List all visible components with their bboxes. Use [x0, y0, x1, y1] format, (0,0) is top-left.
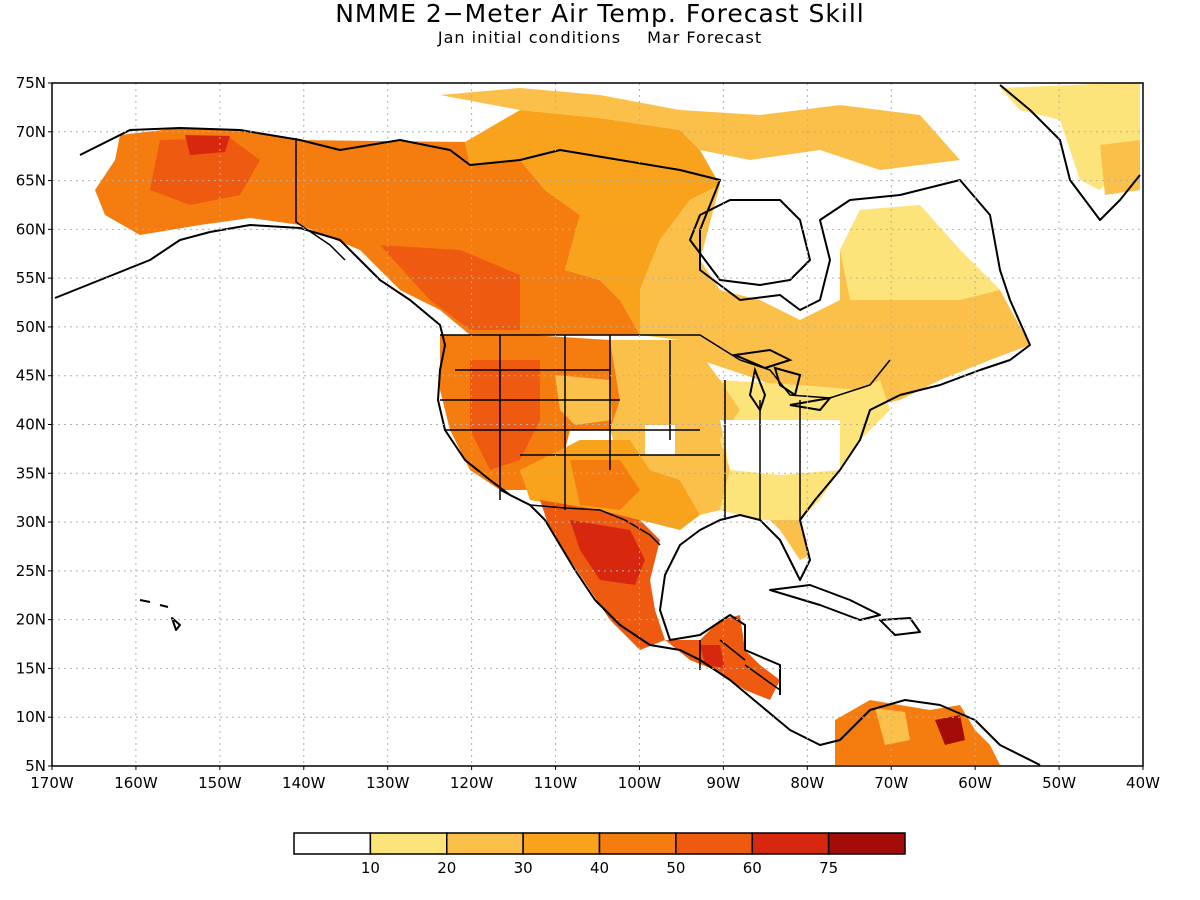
lat-tick-label: 40N: [16, 416, 46, 434]
lat-tick-label: 10N: [16, 708, 46, 726]
skill-region-texas: [570, 460, 640, 510]
lake-superior: [731, 348, 793, 370]
latitude-labels: 75N 70N 65N 60N 55N 50N 45N 40N 35N 30N 25N 20N 15N 1…: [16, 74, 52, 775]
skill-region-mexico-core: [570, 520, 645, 585]
lat-tick-label: 15N: [16, 659, 46, 677]
lon-tick-label: 170W: [30, 774, 74, 792]
lake-michigan: [748, 366, 767, 413]
colorbar-label: 40: [590, 859, 609, 877]
skill-region-labrador: [840, 205, 1000, 300]
lat-tick-label: 70N: [16, 123, 46, 141]
border-us-mexico: [499, 489, 661, 546]
great-lakes: [731, 348, 833, 413]
subtitle-initial-conditions: Jan initial conditions: [437, 28, 622, 47]
lat-tick-label: 30N: [16, 513, 46, 531]
coastline-greenland: [999, 84, 1141, 221]
skill-region-canada-west: [295, 140, 640, 335]
lat-tick-label: 45N: [16, 367, 46, 385]
colorbar-swatch: [446, 832, 524, 855]
skill-heatmap: [95, 82, 1140, 765]
colorbar-swatch: [751, 832, 830, 855]
skill-region-greenland-east: [1100, 140, 1140, 195]
skill-region-alaska-peak: [185, 135, 230, 155]
lake-erie: [789, 396, 833, 412]
subtitle-forecast-month: Mar Forecast: [647, 28, 763, 47]
skill-region-florida: [770, 520, 810, 560]
colorbar-swatch: [293, 832, 372, 855]
colorbar: [293, 832, 906, 855]
colorbar-label: 50: [666, 859, 685, 877]
border-states-west: [440, 335, 801, 520]
lon-tick-label: 60W: [958, 774, 992, 792]
lat-tick-label: 75N: [16, 74, 46, 92]
lon-tick-label: 130W: [366, 774, 410, 792]
lon-tick-label: 80W: [790, 774, 824, 792]
lat-tick-label: 35N: [16, 464, 46, 482]
lat-tick-label: 65N: [16, 172, 46, 190]
colorbar-labels: 10 20 30 40 50 60 75: [361, 859, 838, 877]
lat-tick-label: 5N: [25, 757, 46, 775]
lon-tick-label: 160W: [114, 774, 158, 792]
colorbar-label: 75: [819, 859, 838, 877]
lat-tick-label: 20N: [16, 611, 46, 629]
coastline-hawaii: [139, 599, 181, 631]
skill-region-midwest-low: [720, 420, 840, 475]
lat-tick-label: 25N: [16, 562, 46, 580]
coastline-arctic-north: [79, 127, 1031, 695]
lon-tick-label: 120W: [450, 774, 494, 792]
colorbar-swatch: [827, 832, 906, 855]
coastline-hispaniola: [879, 617, 921, 636]
colorbar-label: 10: [361, 859, 380, 877]
colorbar-swatch: [598, 832, 677, 855]
lon-tick-label: 90W: [706, 774, 740, 792]
colorbar-swatch: [675, 832, 753, 855]
lon-tick-label: 40W: [1126, 774, 1160, 792]
lon-tick-label: 50W: [1042, 774, 1076, 792]
border-alaska-canada: [295, 138, 346, 261]
skill-region-great-basin: [470, 360, 540, 470]
lon-tick-label: 150W: [198, 774, 242, 792]
political-borders: [295, 138, 891, 691]
skill-region-honduras: [700, 645, 725, 668]
longitude-labels: 170W 160W 150W 140W 130W 120W 110W 100W 90W 80W 70…: [30, 766, 1160, 792]
skill-region-alaska-core: [150, 138, 260, 205]
coastline-hudson-bay: [689, 199, 811, 286]
colorbar-label: 30: [514, 859, 533, 877]
colorbar-swatch: [522, 832, 601, 855]
lon-tick-label: 110W: [534, 774, 578, 792]
coastline-cuba: [769, 584, 881, 621]
lon-tick-label: 140W: [282, 774, 326, 792]
lon-tick-label: 70W: [874, 774, 908, 792]
skill-region-south-america-low: [875, 708, 910, 745]
colorbar-label: 20: [437, 859, 456, 877]
lake-huron: [773, 366, 802, 397]
skill-region-kansas-low: [645, 425, 675, 455]
lat-tick-label: 55N: [16, 269, 46, 287]
lat-tick-label: 50N: [16, 318, 46, 336]
lon-tick-label: 100W: [618, 774, 662, 792]
skill-region-venezuela-peak: [935, 715, 965, 745]
colorbar-swatch: [369, 832, 448, 855]
colorbar-label: 60: [743, 859, 762, 877]
lat-tick-label: 60N: [16, 220, 46, 238]
lat-lon-grid: [52, 83, 1143, 766]
skill-region-arctic: [440, 88, 960, 170]
map-subtitle: Jan initial conditions Mar Forecast: [0, 28, 1200, 48]
map-title: NMME 2−Meter Air Temp. Forecast Skill: [335, 0, 865, 28]
skill-region-bc: [380, 245, 520, 330]
border-central-america: [699, 639, 781, 691]
